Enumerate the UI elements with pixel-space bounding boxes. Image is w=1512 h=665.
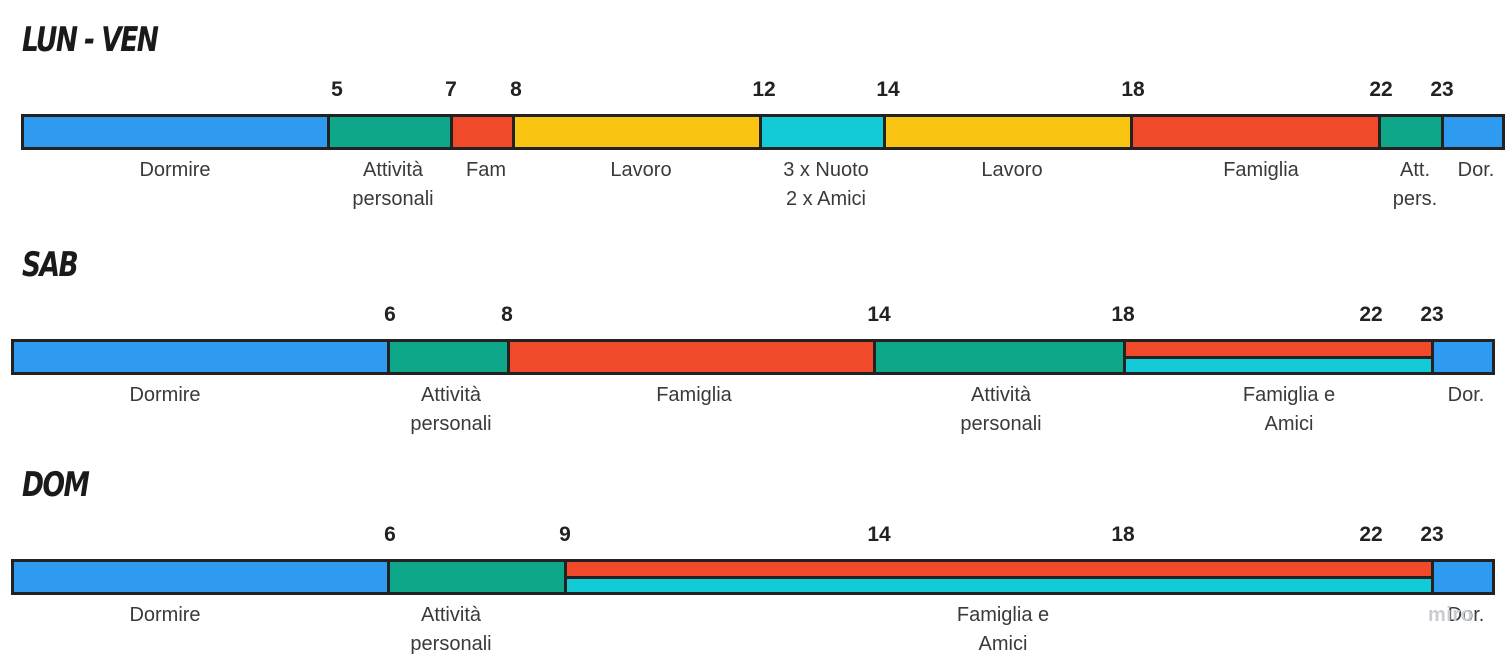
segment-label: Attività personali xyxy=(410,384,492,435)
hour-tick: 5 xyxy=(331,78,343,101)
hour-tick: 23 xyxy=(1420,523,1444,546)
segment-nuoto-amici xyxy=(759,114,886,150)
section-sab: SAB 6 8 14 18 22 23 Dormire Attività per… xyxy=(0,225,1512,445)
segment-famiglia-amici xyxy=(564,559,1434,595)
hour-tick: 18 xyxy=(1111,523,1135,546)
segment-attivita-personali xyxy=(387,339,510,375)
segment-famiglia xyxy=(507,339,876,375)
segment-lavoro xyxy=(883,114,1133,150)
segment-label: Famiglia e Amici xyxy=(956,604,1050,655)
segment-fam xyxy=(450,114,515,150)
hour-tick: 8 xyxy=(501,303,513,326)
timeline-bar xyxy=(21,114,1508,150)
segment-attivita-personali xyxy=(387,559,567,595)
segment-famiglia xyxy=(1130,114,1381,150)
day-title: LUN - VEN xyxy=(22,20,159,60)
segment-label: Lavoro xyxy=(610,159,672,181)
segment-label: Dor. xyxy=(1447,604,1485,626)
timeline-bar xyxy=(11,559,1498,595)
segment-amici-part xyxy=(1126,358,1431,372)
segment-att-pers xyxy=(1378,114,1444,150)
hour-tick: 7 xyxy=(445,78,457,101)
hour-tick: 6 xyxy=(384,303,396,326)
segment-attivita-personali xyxy=(327,114,453,150)
segment-label: Dormire xyxy=(129,384,201,406)
hour-tick: 22 xyxy=(1369,78,1393,101)
segment-label: Attività personali xyxy=(960,384,1042,435)
section-lun-ven: LUN - VEN 5 7 8 12 14 18 22 23 Dormire A… xyxy=(0,0,1512,220)
hour-tick: 8 xyxy=(510,78,522,101)
segment-label: Famiglia xyxy=(656,384,732,406)
segment-label: 3 x Nuoto 2 x Amici xyxy=(783,159,869,210)
day-title: DOM xyxy=(22,465,90,505)
miro-watermark: miro xyxy=(1428,604,1474,626)
day-title: SAB xyxy=(22,245,79,285)
hour-tick: 14 xyxy=(867,523,891,546)
segment-attivita-personali xyxy=(873,339,1126,375)
segment-dormire xyxy=(21,114,333,150)
hour-tick: 18 xyxy=(1121,78,1145,101)
hour-tick: 14 xyxy=(867,303,891,326)
segment-label: Attività personali xyxy=(410,604,492,655)
segment-label: Dor. xyxy=(1457,159,1495,181)
segment-famiglia-part xyxy=(1126,342,1431,356)
segment-label: Fam xyxy=(466,159,506,181)
segment-famiglia-part xyxy=(567,562,1431,576)
segment-lavoro xyxy=(512,114,762,150)
hour-tick: 22 xyxy=(1359,523,1383,546)
hour-tick: 12 xyxy=(752,78,776,101)
segment-dor xyxy=(1431,339,1495,375)
segment-label: Lavoro xyxy=(981,159,1043,181)
segment-amici-part xyxy=(567,578,1431,592)
hour-tick: 9 xyxy=(559,523,571,546)
segment-dormire xyxy=(11,559,393,595)
hour-tick: 6 xyxy=(384,523,396,546)
hour-tick: 18 xyxy=(1111,303,1135,326)
segment-famiglia-amici xyxy=(1123,339,1434,375)
hour-tick: 14 xyxy=(876,78,900,101)
hour-tick: 22 xyxy=(1359,303,1383,326)
segment-label: Dor. xyxy=(1447,384,1485,406)
hour-tick: 23 xyxy=(1430,78,1454,101)
hour-tick: 23 xyxy=(1420,303,1444,326)
timeline-bar xyxy=(11,339,1498,375)
segment-label: Dormire xyxy=(129,604,201,626)
section-dom: DOM 6 9 14 18 22 23 Dormire Attività per… xyxy=(0,445,1512,665)
segment-dor xyxy=(1441,114,1505,150)
segment-dor xyxy=(1431,559,1495,595)
segment-label: Att. pers. xyxy=(1392,159,1438,210)
segment-label: Famiglia xyxy=(1223,159,1299,181)
segment-label: Dormire xyxy=(139,159,211,181)
segment-dormire xyxy=(11,339,393,375)
segment-label: Famiglia e Amici xyxy=(1242,384,1336,435)
segment-label: Attività personali xyxy=(352,159,434,210)
